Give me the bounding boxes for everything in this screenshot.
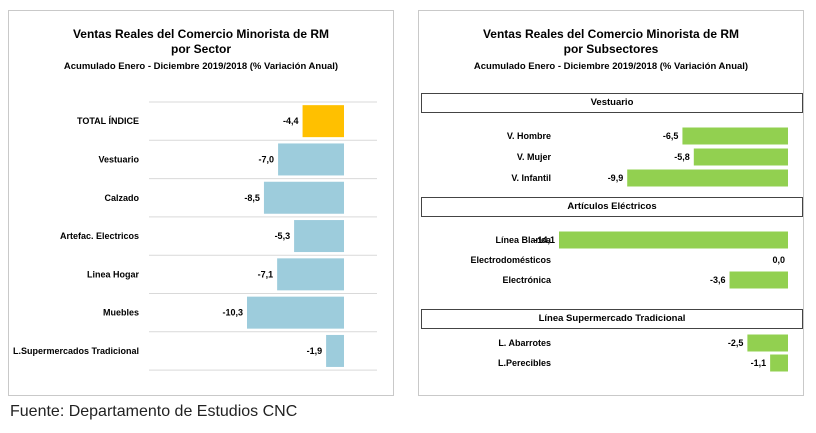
bar-vestuario: [278, 143, 344, 176]
subsector-chart-panel: Ventas Reales del Comercio Minorista de …: [418, 10, 804, 396]
chart-title-line2: por Sector: [170, 42, 231, 56]
chart-title-line2: por Subsectores: [563, 42, 659, 56]
category-label: Electrodomésticos: [470, 255, 551, 265]
category-label: L.Supermercados Tradicional: [13, 346, 139, 356]
group-header-articulos-electricos: Artículos Eléctricos: [421, 197, 803, 217]
bar-total-indice: [302, 105, 344, 138]
data-label: 0,0: [772, 255, 785, 265]
group-header-supermercado: Línea Supermercado Tradicional: [421, 309, 803, 329]
data-label: -5,3: [275, 231, 291, 241]
bar-artefac-electricos: [294, 220, 344, 253]
source-note: Fuente: Departamento de Estudios CNC: [10, 403, 298, 420]
chart-subtitle: Acumulado Enero - Diciembre 2019/2018 (%…: [63, 61, 339, 72]
data-label: -4,4: [283, 116, 299, 126]
category-label: Calzado: [104, 193, 139, 203]
category-label: V. Infantil: [511, 173, 551, 183]
category-label: L. Abarrotes: [498, 338, 551, 348]
data-label: -2,5: [728, 338, 744, 348]
sector-chart-panel: Ventas Reales del Comercio Minorista de …: [8, 10, 394, 396]
bar-v-mujer: [693, 148, 788, 166]
data-label: -3,6: [710, 275, 726, 285]
category-label: Artefac. Electricos: [60, 231, 139, 241]
chart-title: Ventas Reales del Comercio Minorista de …: [482, 27, 740, 41]
category-label: Electrónica: [502, 275, 552, 285]
category-label: Línea Blanca: [495, 235, 552, 245]
sector-bar-chart: TOTAL ÍNDICE -4,4 Vestuario -7,0 Calzado -8,5…: [13, 101, 377, 371]
chart-subtitle: Acumulado Enero - Diciembre 2019/2018 (%…: [473, 61, 749, 72]
data-label: -9,9: [608, 173, 624, 183]
subsector-bar-chart: V. Hombre -6,5 V. Mujer -5,8 V. Infantil -9,9…: [470, 127, 788, 372]
group-header-vestuario: Vestuario: [421, 93, 803, 113]
category-label: Linea Hogar: [87, 269, 140, 279]
data-label: -8,5: [244, 193, 260, 203]
bar-l-supermercados-tradicional: [326, 334, 344, 367]
data-label: -1,9: [307, 346, 323, 356]
chart-title: Ventas Reales del Comercio Minorista de …: [72, 27, 330, 41]
bar-calzado: [263, 181, 344, 214]
data-label: -7,1: [258, 269, 274, 279]
category-label: Vestuario: [98, 154, 139, 164]
bar-electronica: [729, 271, 788, 289]
data-label: -14,1: [534, 235, 555, 245]
bar-linea-hogar: [277, 258, 344, 291]
bar-l-abarrotes: [747, 334, 788, 352]
bar-v-hombre: [682, 127, 788, 145]
bar-muebles: [247, 296, 344, 329]
category-label: TOTAL ÍNDICE: [77, 116, 139, 126]
category-label: V. Hombre: [507, 131, 551, 141]
bar-v-infantil: [627, 169, 788, 187]
data-label: -7,0: [259, 154, 275, 164]
data-label: -10,3: [222, 308, 243, 318]
data-label: -6,5: [663, 131, 679, 141]
bar-linea-blanca: [559, 231, 788, 249]
data-label: -1,1: [751, 358, 767, 368]
data-label: -5,8: [674, 152, 690, 162]
category-label: Muebles: [103, 308, 139, 318]
category-label: L.Perecibles: [498, 358, 551, 368]
bar-l-perecibles: [770, 354, 788, 372]
category-label: V. Mujer: [517, 152, 552, 162]
